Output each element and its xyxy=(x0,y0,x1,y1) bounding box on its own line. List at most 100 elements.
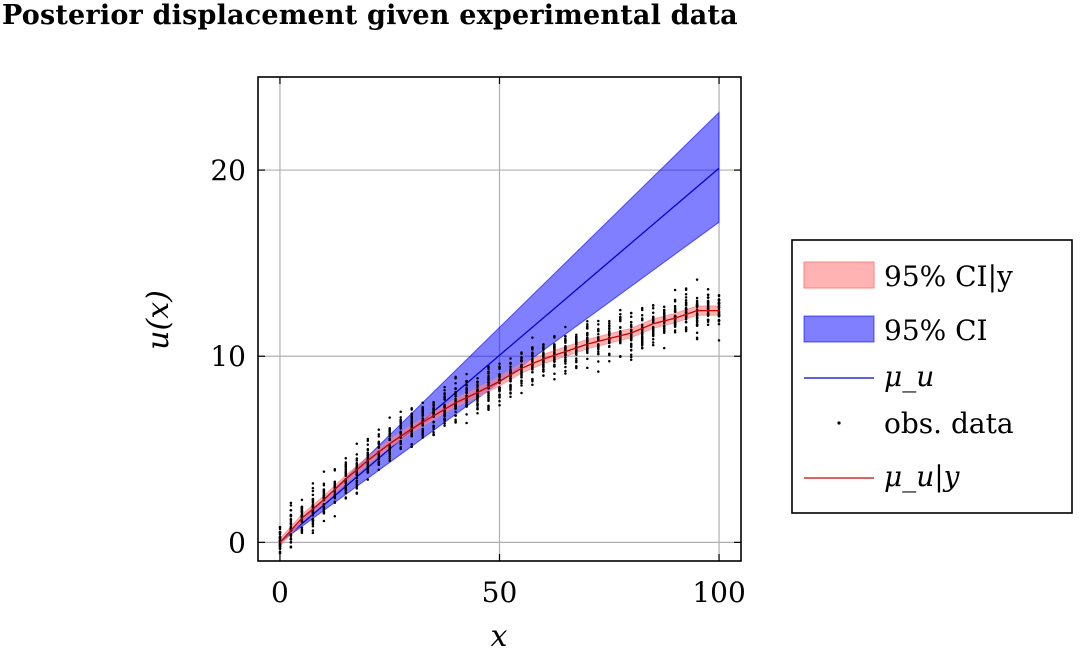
obs-point xyxy=(443,419,446,423)
obs-point xyxy=(498,373,501,377)
obs-point xyxy=(399,423,402,427)
obs-point xyxy=(695,313,699,316)
obs-point xyxy=(509,357,512,360)
obs-point xyxy=(629,353,633,356)
obs-point xyxy=(443,385,446,389)
obs-point xyxy=(651,304,655,307)
obs-point xyxy=(553,345,556,348)
obs-point xyxy=(322,492,326,495)
legend-label-mean-prior: μ_u xyxy=(884,360,934,393)
obs-point xyxy=(597,319,600,323)
obs-point xyxy=(465,391,468,394)
legend-label-obs: obs. data xyxy=(884,407,1014,440)
obs-point xyxy=(717,303,721,307)
obs-point xyxy=(300,529,304,533)
obs-point xyxy=(586,331,589,335)
obs-point xyxy=(322,484,326,487)
obs-point xyxy=(498,365,501,368)
obs-point xyxy=(278,547,282,551)
obs-point xyxy=(355,462,359,465)
obs-point xyxy=(399,418,402,422)
obs-point xyxy=(311,489,315,493)
obs-point xyxy=(454,405,457,409)
obs-point xyxy=(597,370,600,373)
obs-point xyxy=(476,383,479,386)
obs-point xyxy=(564,325,567,329)
obs-point xyxy=(629,358,633,361)
obs-point xyxy=(377,440,381,444)
obs-point xyxy=(487,383,490,386)
x-tick-label: 50 xyxy=(482,576,518,609)
obs-point xyxy=(629,329,633,332)
obs-point xyxy=(432,431,435,434)
obs-point xyxy=(662,316,666,320)
obs-point xyxy=(684,301,688,305)
obs-point xyxy=(487,395,490,399)
obs-point xyxy=(300,510,304,513)
obs-point xyxy=(311,493,315,497)
obs-point xyxy=(684,292,688,296)
obs-point xyxy=(619,315,622,319)
obs-point xyxy=(651,317,655,320)
obs-point xyxy=(586,323,589,326)
obs-point xyxy=(432,427,435,431)
obs-point xyxy=(608,359,611,363)
obs-point xyxy=(608,327,611,331)
obs-point xyxy=(597,332,600,336)
obs-point xyxy=(706,311,710,315)
obs-point xyxy=(520,370,523,374)
obs-point xyxy=(421,401,424,404)
obs-point xyxy=(487,393,490,397)
obs-point xyxy=(564,365,567,369)
obs-point xyxy=(673,310,677,313)
obs-point xyxy=(454,418,457,421)
obs-point xyxy=(454,421,457,424)
obs-point xyxy=(520,351,523,354)
obs-point xyxy=(509,385,512,388)
obs-point xyxy=(695,324,699,327)
obs-point xyxy=(311,511,315,514)
obs-point xyxy=(684,306,688,310)
obs-point xyxy=(322,502,326,506)
obs-point xyxy=(520,381,523,385)
obs-point xyxy=(640,344,644,347)
obs-point xyxy=(564,369,567,373)
obs-point xyxy=(640,323,644,327)
obs-point xyxy=(355,464,359,468)
obs-point xyxy=(388,457,391,460)
obs-point xyxy=(388,416,391,419)
obs-point xyxy=(421,417,424,421)
obs-point xyxy=(531,370,534,374)
obs-point xyxy=(421,412,424,416)
obs-point xyxy=(443,414,446,417)
obs-point xyxy=(333,490,337,494)
obs-point xyxy=(443,389,446,392)
obs-point xyxy=(651,330,655,333)
obs-point xyxy=(651,341,655,344)
y-tick-label: 0 xyxy=(228,526,246,559)
obs-point xyxy=(487,367,490,371)
obs-point xyxy=(619,308,622,312)
obs-point xyxy=(673,306,677,310)
obs-point xyxy=(399,445,402,449)
obs-point xyxy=(542,351,545,354)
obs-point xyxy=(300,514,304,518)
obs-point xyxy=(684,296,688,299)
obs-point xyxy=(629,325,633,328)
obs-point xyxy=(322,488,326,492)
obs-point xyxy=(564,341,567,345)
obs-point xyxy=(377,442,381,446)
obs-point xyxy=(355,472,359,476)
obs-point xyxy=(322,507,326,510)
obs-point xyxy=(640,313,644,317)
obs-point xyxy=(706,296,710,299)
obs-point xyxy=(355,442,359,445)
obs-point xyxy=(278,531,282,534)
obs-point xyxy=(443,392,446,395)
obs-point xyxy=(575,336,578,340)
obs-point xyxy=(520,359,523,363)
obs-point xyxy=(651,327,655,331)
obs-point xyxy=(509,395,512,398)
